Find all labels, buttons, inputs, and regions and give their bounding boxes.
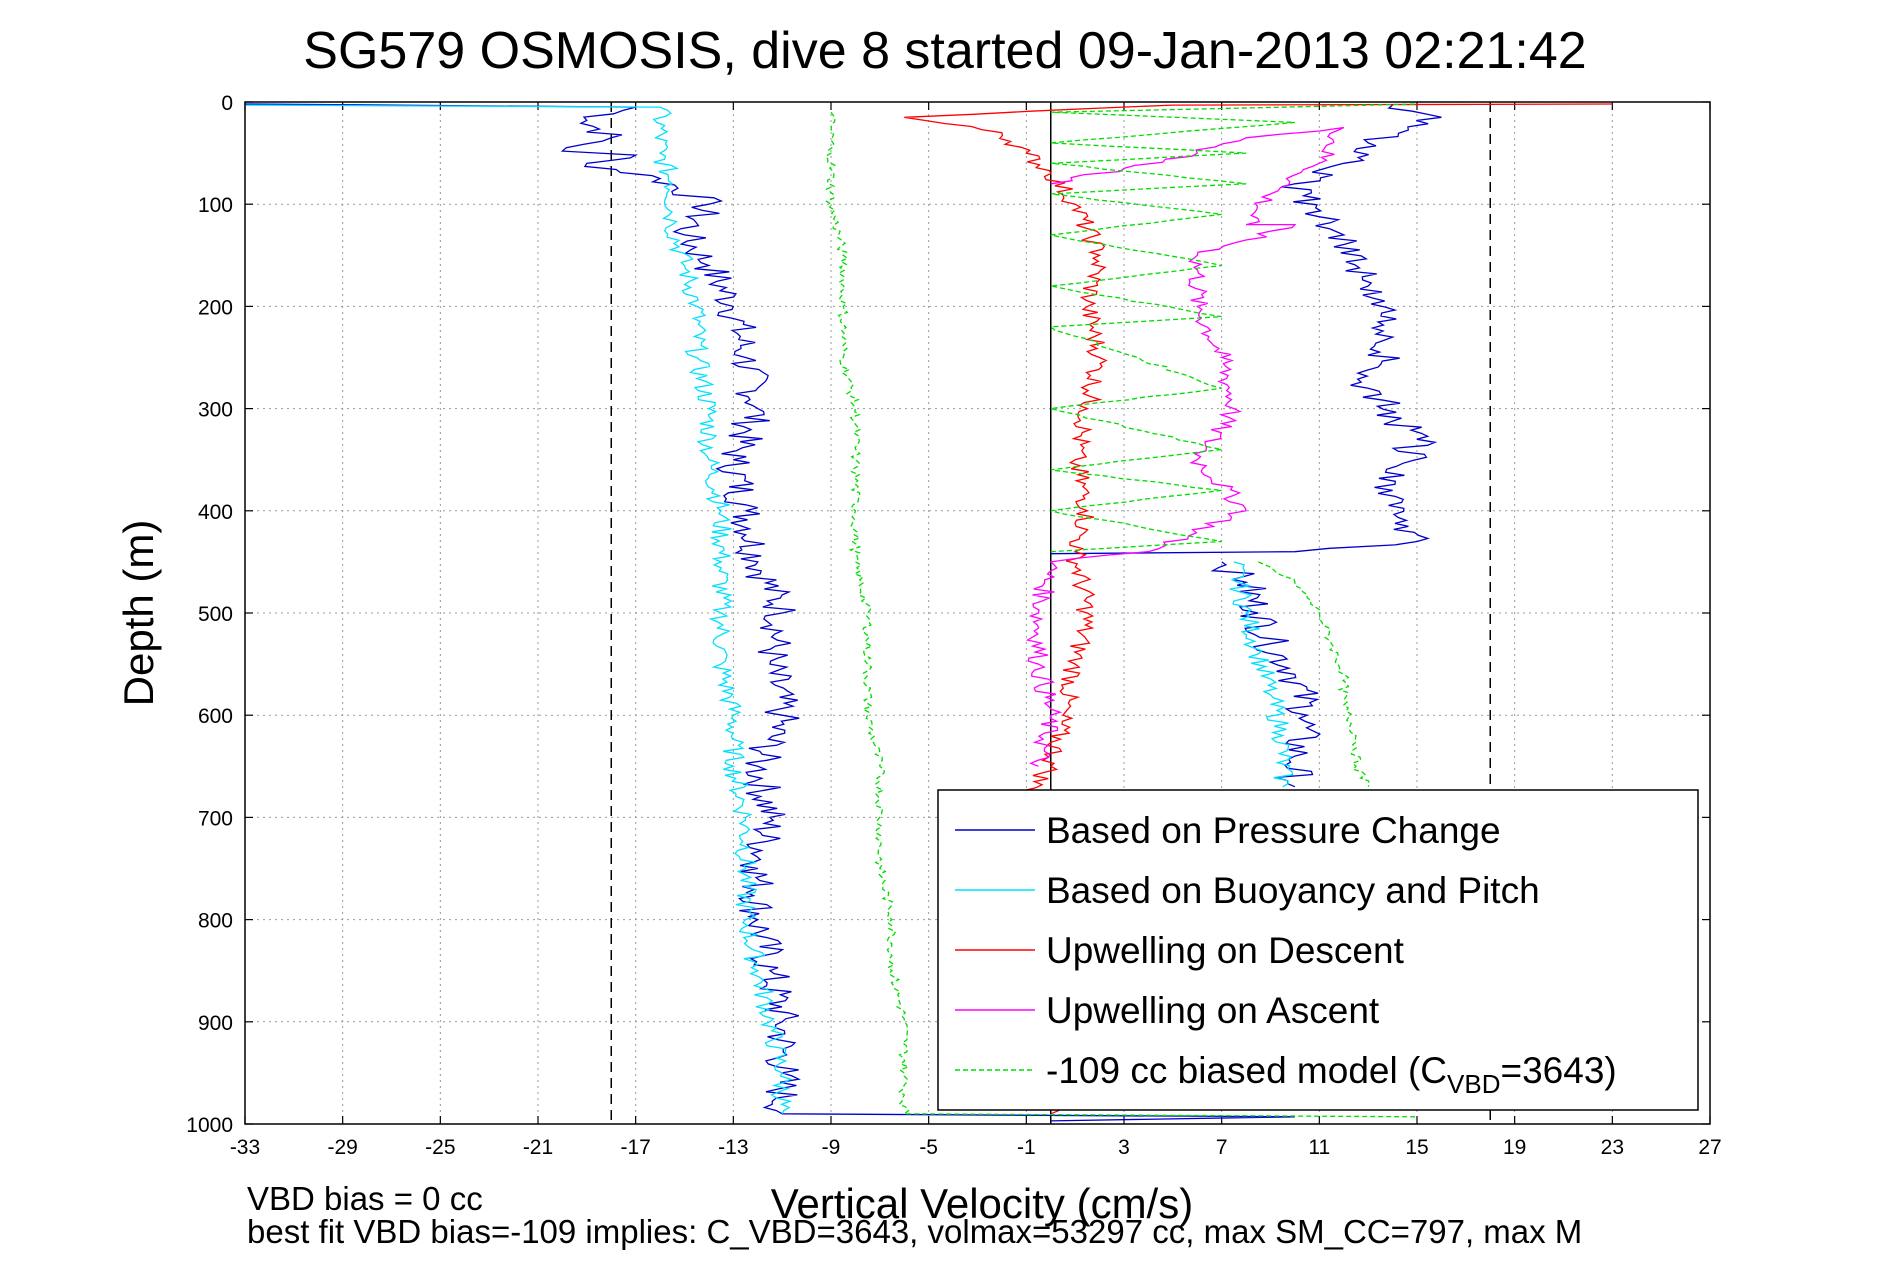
y-tick-label: 700 [198, 807, 233, 830]
series-line-4-points [1026, 126, 1345, 767]
legend-subscript: VBD [1447, 1069, 1500, 1099]
series-line-1-ascent-points [1050, 104, 1442, 555]
series-line-2-deep-points [1229, 561, 1294, 788]
chart-title: SG579 OSMOSIS, dive 8 started 09-Jan-201… [303, 22, 1586, 80]
series-line-5-deep-points [1258, 561, 1371, 787]
y-tick-label: 300 [198, 399, 233, 422]
legend-label-2: Based on Buoyancy and Pitch [1046, 870, 1540, 911]
legend-label-4: Upwelling on Ascent [1046, 990, 1380, 1031]
series-line-5-ascent-points [1049, 103, 1418, 553]
x-tick-label: 7 [1216, 1136, 1228, 1159]
y-tick-label: 800 [198, 910, 233, 933]
x-tick-label: -21 [523, 1136, 553, 1159]
x-tick-label: -5 [919, 1136, 938, 1159]
y-tick-label: 1000 [186, 1114, 233, 1137]
x-tick-label: -33 [230, 1136, 260, 1159]
x-tick-label: -1 [1017, 1136, 1036, 1159]
x-tick-label: -13 [718, 1136, 748, 1159]
x-tick-label: 27 [1698, 1136, 1721, 1159]
y-tick-label: 600 [198, 705, 233, 728]
series-line-1-points [244, 103, 1295, 1122]
y-tick-label: 400 [198, 501, 233, 524]
legend-label-5: -109 cc biased model (CVBD=3643) [1046, 1050, 1617, 1099]
y-tick-label: 100 [198, 194, 233, 217]
y-tick-label: 200 [198, 296, 233, 319]
x-tick-label: 19 [1503, 1136, 1526, 1159]
x-axis-label: Vertical Velocity (cm/s) [771, 1180, 1193, 1227]
series-line-1-deep-points [1210, 561, 1322, 788]
y-tick-label: 900 [198, 1012, 233, 1035]
x-tick-label: 23 [1601, 1136, 1624, 1159]
x-tick-labels: -33 -29 -25 -21 -17 -13 -9 -5 -1 3 7 11 15 19 23 27 [230, 1136, 1722, 1159]
x-tick-label: -17 [620, 1136, 650, 1159]
y-tick-label: 500 [198, 603, 233, 626]
x-tick-label: 3 [1118, 1136, 1130, 1159]
x-tick-label: 15 [1405, 1136, 1428, 1159]
legend-label-1: Based on Pressure Change [1046, 810, 1501, 851]
series-line-2-points [244, 104, 793, 1115]
footer-vbd-bias: VBD bias = 0 cc [247, 1180, 483, 1217]
x-tick-label: -25 [425, 1136, 455, 1159]
legend-suffix: =3643) [1501, 1050, 1617, 1091]
y-tick-label: 0 [221, 92, 233, 115]
legend-box [937, 789, 1699, 1111]
plot-frame [244, 101, 1711, 1125]
legend-label-3: Upwelling on Descent [1046, 930, 1405, 971]
series-line-5-points [825, 111, 1418, 1118]
footer-best-fit: best fit VBD bias=-109 implies: C_VBD=36… [247, 1213, 1582, 1250]
legend: Based on Pressure Change Based on Buoyanc… [937, 789, 1699, 1111]
x-tick-label: -9 [822, 1136, 841, 1159]
x-tick-label: -29 [327, 1136, 357, 1159]
x-tick-label: 11 [1308, 1136, 1330, 1159]
y-tick-labels: 0 100 200 300 400 500 600 700 800 900 1000 [186, 92, 233, 1137]
y-axis-label: Depth (m) [115, 520, 162, 707]
